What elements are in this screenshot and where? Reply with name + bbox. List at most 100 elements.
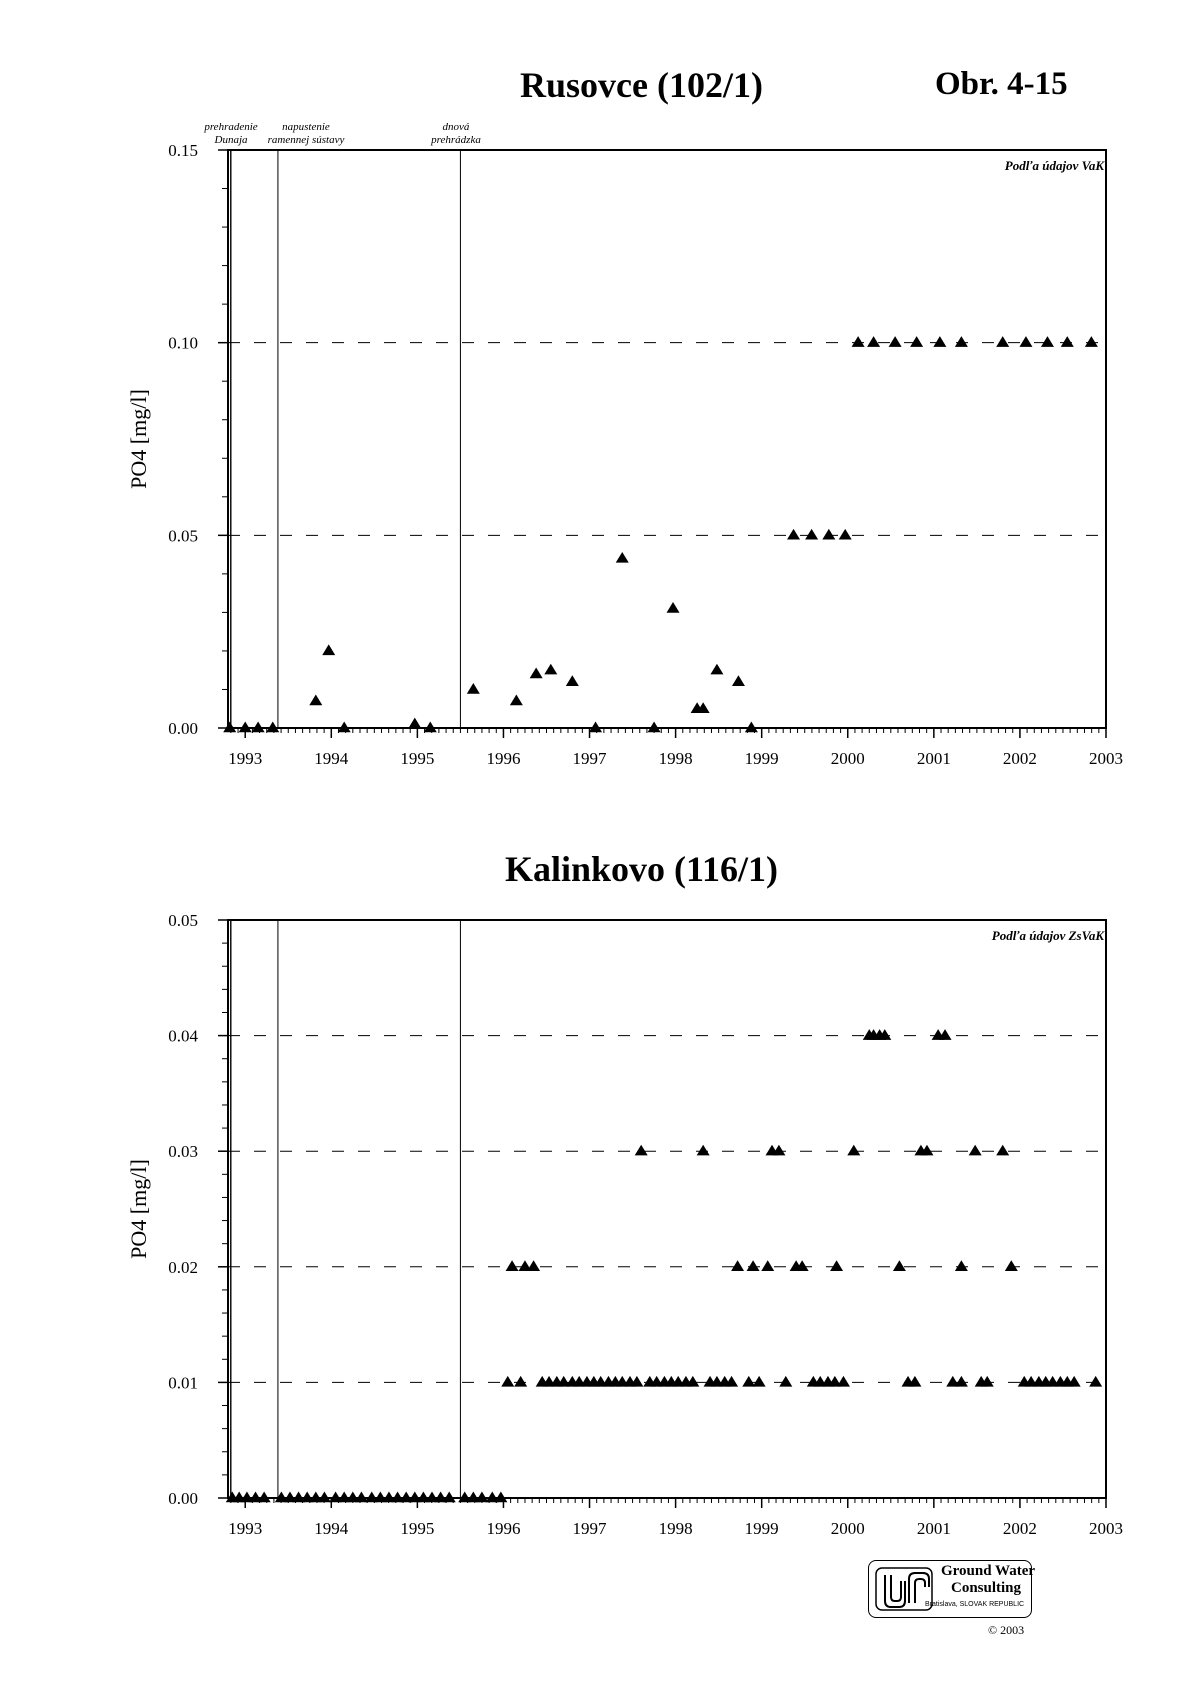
x-tick-label: 2003 <box>1089 749 1123 768</box>
x-tick-label: 1995 <box>400 749 434 768</box>
data-point <box>615 551 629 563</box>
data-point <box>475 1491 489 1503</box>
data-point <box>589 721 603 733</box>
data-point <box>416 1491 430 1503</box>
plot-frame <box>227 919 1107 1499</box>
data-point <box>518 1260 532 1272</box>
data-point <box>752 1375 766 1387</box>
gwc-logo-icon <box>875 1567 933 1611</box>
data-point <box>458 1491 472 1503</box>
x-tick-label: 1997 <box>573 749 608 768</box>
data-point <box>249 1491 263 1503</box>
data-point <box>725 1375 739 1387</box>
data-point <box>910 336 924 347</box>
data-point <box>710 663 724 675</box>
data-point <box>980 1375 994 1387</box>
y-axis-label: PO4 [mg/l] <box>126 1159 151 1259</box>
data-point <box>731 675 745 686</box>
data-point <box>1004 1260 1018 1272</box>
data-point <box>744 721 758 733</box>
data-point <box>505 1260 519 1272</box>
data-point <box>805 528 819 540</box>
data-point <box>309 694 323 706</box>
x-tick-label: 1993 <box>228 1519 262 1538</box>
data-point <box>514 1375 528 1387</box>
data-point <box>772 1144 786 1156</box>
plot-frame <box>227 149 1107 729</box>
data-point <box>954 1260 968 1272</box>
data-point <box>1040 336 1054 347</box>
x-tick-label: 2003 <box>1089 1519 1123 1538</box>
data-point <box>329 1491 343 1503</box>
data-point <box>731 1260 745 1272</box>
data-point <box>634 1144 648 1156</box>
data-point <box>408 1491 422 1503</box>
data-point <box>509 694 523 706</box>
data-point <box>996 336 1010 347</box>
data-point <box>666 602 680 613</box>
logo-line2: Consulting <box>951 1580 1022 1596</box>
data-point <box>888 336 902 347</box>
data-point <box>365 1491 379 1503</box>
event-label-line1: dnová <box>443 121 470 133</box>
x-tick-label: 1998 <box>659 1519 693 1538</box>
data-point <box>828 1375 842 1387</box>
data-point <box>647 721 661 733</box>
data-point <box>686 1375 700 1387</box>
y-axis-label: PO4 [mg/l] <box>126 389 151 489</box>
data-point <box>266 721 280 733</box>
x-tick-label: 2000 <box>831 1519 865 1538</box>
data-point <box>337 1491 351 1503</box>
data-point <box>878 1029 892 1040</box>
company-logo: Ground Water Consulting Bratislava, SLOV… <box>868 1560 1036 1618</box>
event-label-line2: Dunaja <box>214 134 249 146</box>
data-point <box>240 1491 254 1503</box>
x-tick-label: 1996 <box>486 1519 520 1538</box>
logo-line1: Ground Water <box>941 1563 1036 1579</box>
data-point <box>494 1491 508 1503</box>
data-point <box>544 663 558 675</box>
data-point <box>630 1375 644 1387</box>
data-point <box>257 1491 271 1503</box>
event-label-line2: ramennej sústavy <box>268 134 345 146</box>
y-tick-label: 0.01 <box>168 1373 198 1392</box>
event-label-line1: prehradenie <box>203 121 257 133</box>
data-point <box>485 1491 499 1503</box>
data-point <box>501 1375 515 1387</box>
y-tick-label: 0.05 <box>168 526 198 545</box>
data-point <box>434 1491 448 1503</box>
data-point <box>423 721 437 733</box>
x-tick-label: 1993 <box>228 749 262 768</box>
data-point <box>322 644 336 656</box>
data-point <box>1084 336 1098 347</box>
chart-title-rusovce: Rusovce (102/1) <box>520 65 763 105</box>
data-point <box>300 1491 314 1503</box>
data-point <box>836 1375 850 1387</box>
y-tick-label: 0.03 <box>168 1142 198 1161</box>
y-tick-label: 0.10 <box>168 334 198 353</box>
data-point <box>399 1491 413 1503</box>
data-point <box>274 1491 288 1503</box>
data-point <box>851 336 865 347</box>
data-point <box>391 1491 405 1503</box>
data-point <box>1060 336 1074 347</box>
data-point <box>946 1375 960 1387</box>
data-point <box>746 1260 760 1272</box>
data-point <box>1019 336 1033 347</box>
data-point <box>251 721 265 733</box>
chart-title-kalinkovo: Kalinkovo (116/1) <box>505 849 779 889</box>
x-tick-label: 1999 <box>745 1519 779 1538</box>
x-tick-label: 2001 <box>917 749 951 768</box>
data-point <box>696 702 710 713</box>
y-tick-label: 0.00 <box>168 719 198 738</box>
data-point <box>283 1491 297 1503</box>
data-point <box>761 1260 775 1272</box>
x-tick-label: 1998 <box>659 749 693 768</box>
data-point <box>822 528 836 540</box>
source-note: Podľa údajov VaK <box>1005 158 1106 173</box>
data-point <box>696 1144 710 1156</box>
data-point <box>317 1491 331 1503</box>
data-point <box>795 1260 809 1272</box>
data-point <box>382 1491 396 1503</box>
data-point <box>557 1375 571 1387</box>
